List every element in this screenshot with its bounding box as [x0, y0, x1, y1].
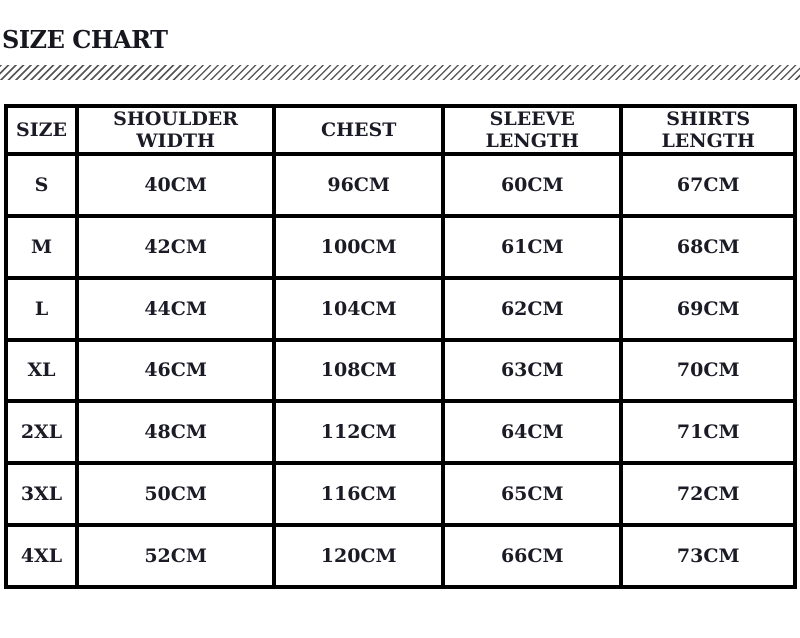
table-row: S 40CM 96CM 60CM 67CM — [4, 152, 797, 218]
cell-sleeve-length: 63CM — [441, 337, 624, 404]
cell-size: XL — [4, 337, 79, 404]
cell-sleeve-length: 62CM — [441, 275, 624, 342]
cell-sleeve-length: 65CM — [441, 461, 624, 528]
size-chart-table: SIZE SHOULDER WIDTH CHEST SLEEVE LENGTH … — [4, 104, 797, 589]
cell-size: 2XL — [4, 399, 79, 466]
cell-shoulder-width: 52CM — [74, 523, 277, 589]
hatch-divider — [0, 65, 800, 80]
cell-sleeve-length: 61CM — [441, 213, 624, 280]
table-row: L 44CM 104CM 62CM 69CM — [4, 275, 797, 342]
column-header-shoulder-width: SHOULDER WIDTH — [74, 104, 277, 156]
cell-shoulder-width: 40CM — [74, 152, 277, 218]
cell-chest: 112CM — [272, 399, 446, 466]
cell-shirts-length: 67CM — [619, 152, 797, 218]
column-header-shirts-length: SHIRTS LENGTH — [619, 104, 797, 156]
cell-chest: 120CM — [272, 523, 446, 589]
cell-shoulder-width: 46CM — [74, 337, 277, 404]
cell-shirts-length: 71CM — [619, 399, 797, 466]
cell-size: M — [4, 213, 79, 280]
table-row: 4XL 52CM 120CM 66CM 73CM — [4, 523, 797, 589]
cell-shirts-length: 69CM — [619, 275, 797, 342]
cell-shirts-length: 73CM — [619, 523, 797, 589]
cell-size: 4XL — [4, 523, 79, 589]
cell-shirts-length: 68CM — [619, 213, 797, 280]
cell-size: 3XL — [4, 461, 79, 528]
page-title: SIZE CHART — [2, 25, 168, 54]
column-header-sleeve-length: SLEEVE LENGTH — [441, 104, 624, 156]
cell-size: L — [4, 275, 79, 342]
table-row: 2XL 48CM 112CM 64CM 71CM — [4, 399, 797, 466]
cell-size: S — [4, 152, 79, 218]
table-row: 3XL 50CM 116CM 65CM 72CM — [4, 461, 797, 528]
cell-shoulder-width: 48CM — [74, 399, 277, 466]
header-row: SIZE SHOULDER WIDTH CHEST SLEEVE LENGTH … — [4, 104, 797, 156]
cell-chest: 96CM — [272, 152, 446, 218]
cell-sleeve-length: 64CM — [441, 399, 624, 466]
cell-shirts-length: 70CM — [619, 337, 797, 404]
table-row: M 42CM 100CM 61CM 68CM — [4, 213, 797, 280]
size-chart-page: SIZE CHART SIZE SHOULDER WIDTH CHEST SLE… — [0, 28, 800, 638]
cell-shoulder-width: 44CM — [74, 275, 277, 342]
column-header-size: SIZE — [4, 104, 79, 156]
cell-chest: 116CM — [272, 461, 446, 528]
table-row: XL 46CM 108CM 63CM 70CM — [4, 337, 797, 404]
cell-chest: 104CM — [272, 275, 446, 342]
cell-chest: 108CM — [272, 337, 446, 404]
column-header-chest: CHEST — [272, 104, 446, 156]
cell-shoulder-width: 50CM — [74, 461, 277, 528]
cell-chest: 100CM — [272, 213, 446, 280]
cell-shoulder-width: 42CM — [74, 213, 277, 280]
cell-sleeve-length: 60CM — [441, 152, 624, 218]
cell-shirts-length: 72CM — [619, 461, 797, 528]
cell-sleeve-length: 66CM — [441, 523, 624, 589]
